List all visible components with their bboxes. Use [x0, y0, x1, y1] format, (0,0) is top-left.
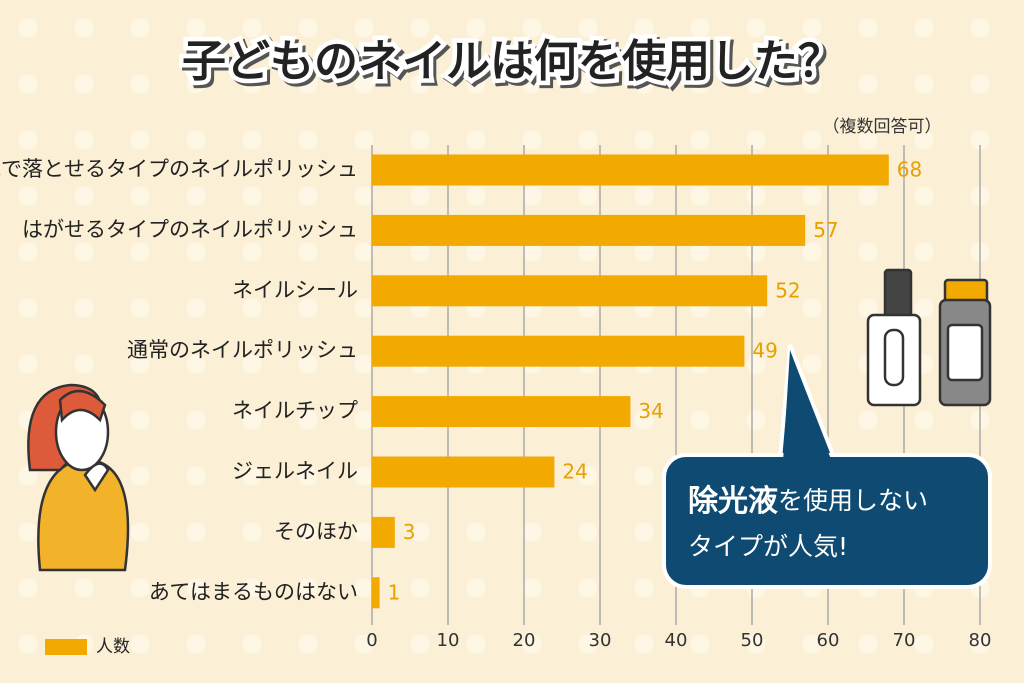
plot-area: 0 10 20 30 40 50 60 70 80 水で落とせるタイプのネイルポリッシュ 68 はがせ… [0, 145, 991, 657]
x-tick-label: 0 [366, 630, 377, 651]
callout-text-rest: を使用しない [778, 486, 928, 515]
callout-text: 除光液を使用しない [688, 484, 928, 519]
x-tick-label: 60 [817, 630, 840, 651]
y-tick-label: 通常のネイルポリッシュ [127, 338, 358, 362]
value-label: 34 [638, 399, 663, 423]
x-tick-label: 40 [665, 630, 688, 651]
value-label: 52 [775, 278, 800, 302]
chart-title: 子どものネイルは何を使用した？ [182, 36, 842, 87]
value-label: 3 [403, 520, 416, 544]
bar [372, 396, 631, 428]
y-tick-label: そのほか [274, 519, 358, 543]
bar [372, 456, 555, 488]
y-tick-label: ネイルチップ [232, 399, 358, 423]
x-tick-label: 20 [513, 630, 536, 651]
value-label: 68 [897, 158, 922, 182]
legend-swatch [45, 639, 87, 655]
callout-emphasis: 除光液 [688, 484, 778, 519]
y-tick-label: はがせるタイプのネイルポリッシュ [22, 217, 358, 241]
x-tick-label: 70 [893, 630, 916, 651]
bar [372, 154, 889, 186]
chart-subtitle: （複数回答可） [823, 117, 942, 137]
bar [372, 214, 806, 246]
bar [372, 275, 768, 307]
bar [372, 335, 745, 367]
x-tick-label: 30 [589, 630, 612, 651]
bar [372, 516, 395, 548]
value-label: 57 [813, 218, 838, 242]
value-label: 24 [562, 460, 587, 484]
value-label: 49 [752, 339, 777, 363]
y-tick-label: 水で落とせるタイプのネイルポリッシュ [0, 157, 358, 181]
y-tick-label: あてはまるものはない [149, 580, 358, 604]
callout-text-line2: タイプが人気! [688, 532, 848, 561]
bar [372, 577, 380, 609]
illustration-bottles [866, 268, 992, 407]
value-label: 1 [388, 580, 401, 604]
legend-label: 人数 [96, 637, 130, 657]
y-tick-label: ネイルシール [232, 278, 358, 302]
x-tick-label: 10 [437, 630, 460, 651]
y-tick-label: ジェルネイル [232, 459, 358, 483]
illustration-person [27, 383, 130, 572]
callout: 除光液を使用しない タイプが人気! [662, 344, 992, 589]
x-tick-label: 50 [741, 630, 764, 651]
x-tick-label: 80 [969, 630, 992, 651]
